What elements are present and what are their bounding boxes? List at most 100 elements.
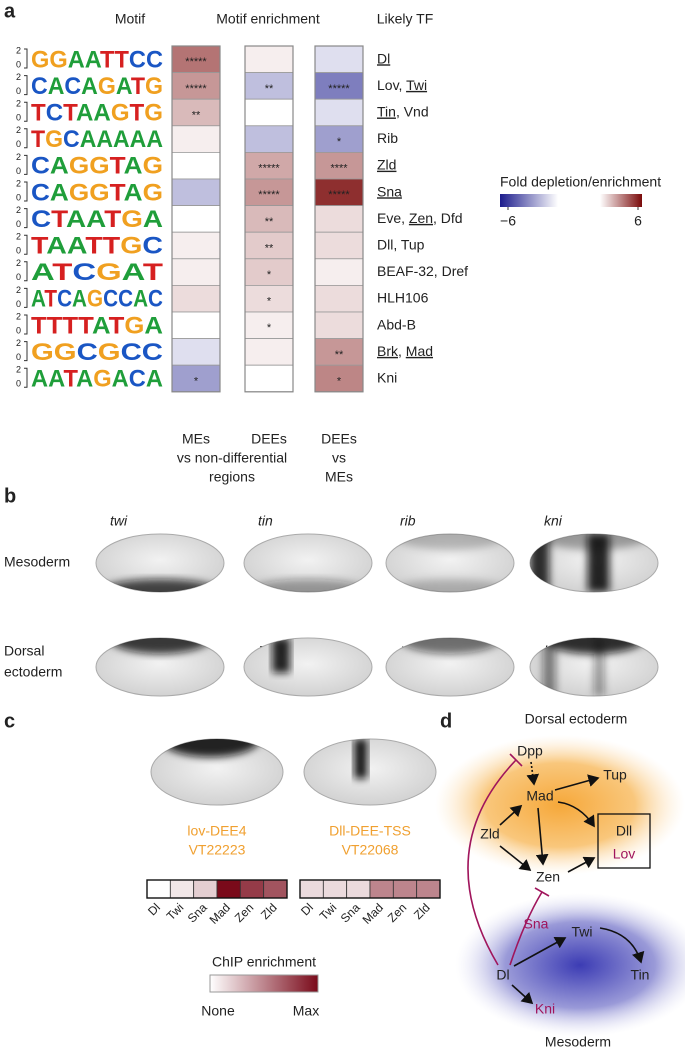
stain-blur [354, 739, 368, 779]
tf-name: , [398, 343, 406, 359]
likely-tf: Tin, Vnd [377, 103, 429, 119]
chip-frame [299, 879, 441, 899]
likely-tf: Kni [377, 369, 397, 385]
chip-factor: Sna [185, 900, 210, 925]
row-label: Dorsal [4, 643, 44, 659]
embryo-image [385, 637, 515, 697]
heatmap-cell [314, 45, 364, 74]
stain-blur [160, 739, 260, 758]
logo-bracket [24, 181, 28, 202]
construct-name: Dll-DEE-TSS [329, 823, 411, 839]
logo-tick: 0 [16, 86, 21, 96]
logo-bracket [24, 261, 28, 282]
likely-tf: Dl [377, 50, 390, 66]
legend-label: None [201, 1003, 235, 1019]
legend-label: Max [293, 1003, 319, 1019]
tf-name: Twi [406, 77, 427, 93]
logo-tick: 0 [16, 352, 21, 362]
gene-node: Dl [496, 967, 509, 983]
logo-bracket [24, 208, 28, 229]
column-label: DEEs [251, 431, 287, 447]
gene-node: Zen [536, 869, 560, 885]
stain [530, 534, 550, 592]
stain [160, 739, 260, 758]
embryo-image [150, 738, 284, 806]
chip-cell [263, 879, 288, 899]
heatmap-cell [171, 178, 221, 207]
significance: **** [330, 163, 348, 175]
logo-bracket [24, 234, 28, 255]
logo-tick: 2 [16, 205, 21, 215]
heatmap-cell [244, 125, 294, 153]
likely-tf: Abd-B [377, 316, 416, 332]
legend-title: ChIP enrichment [212, 954, 316, 970]
heatmap-cell [171, 258, 221, 286]
region-label: Mesoderm [545, 1034, 611, 1050]
gene-node: Dpp [517, 743, 543, 759]
motif-logo: CACAGATG [31, 73, 163, 100]
chip-cell [146, 879, 171, 899]
logo-bracket [24, 154, 28, 175]
chip-factor: Zen [385, 900, 410, 925]
chip-cell [299, 879, 324, 899]
significance: ***** [328, 83, 350, 95]
stain-blur [247, 578, 369, 592]
gene-node: Zld [480, 826, 499, 842]
stain [542, 638, 556, 696]
gene-label: rib [400, 513, 416, 529]
tf-name: Rib [377, 130, 398, 146]
column-note: vs non-differential [177, 450, 287, 466]
logo-tick: 2 [16, 125, 21, 135]
logo-tick: 0 [16, 166, 21, 176]
stain [354, 739, 368, 779]
motif-logo: AATAGACA [31, 366, 163, 393]
chip-factor: Zld [411, 900, 433, 922]
gene-node: Lov [613, 846, 636, 862]
panel-label: d [440, 710, 452, 732]
construct-name: VT22068 [342, 842, 399, 858]
motif-logo: ATCAGCCAC [31, 286, 163, 313]
logo-bracket [24, 314, 28, 335]
tf-name: Lov, [377, 77, 406, 93]
chip-factor: Mad [207, 900, 233, 926]
stain-blur [272, 638, 291, 673]
embryo-image [529, 637, 659, 697]
column-header: Motif enrichment [216, 11, 320, 27]
diagram [435, 735, 685, 1037]
motif-logo: TGCAAAAA [31, 126, 163, 153]
chip-cell [169, 879, 195, 899]
likely-tf: Zld [377, 156, 396, 172]
stain [542, 638, 646, 654]
heatmap-cell [171, 311, 221, 340]
legend-bar [600, 194, 642, 207]
column-frame [244, 45, 294, 393]
tf-name: Sna [377, 183, 402, 199]
gene-node: Kni [535, 1001, 555, 1017]
logo-tick: 2 [16, 285, 21, 295]
logo-tick: 0 [16, 299, 21, 309]
row-label: Mesoderm [4, 554, 70, 570]
logo-tick: 2 [16, 178, 21, 188]
logo-bracket [24, 128, 28, 149]
logo-tick: 2 [16, 338, 21, 348]
tf-name: Brk [377, 343, 399, 359]
legend-title: Fold depletion/enrichment [500, 174, 661, 190]
heatmap-cell [244, 284, 294, 313]
significance: ***** [258, 189, 280, 201]
tf-name: Zen [409, 210, 433, 226]
significance: * [267, 269, 272, 281]
logo-tick: 2 [16, 258, 21, 268]
tf-name: Dll, Tup [377, 236, 425, 252]
chip-factor: Dl [145, 900, 163, 918]
likely-tf: Eve, Zen, Dfd [377, 210, 463, 226]
legend-bar [209, 974, 319, 993]
chip-cell [193, 879, 218, 899]
significance: * [337, 136, 342, 148]
stain-blur [389, 534, 511, 592]
stain-blur [398, 638, 502, 654]
stain [272, 638, 291, 673]
logo-bracket [24, 75, 28, 96]
stain [392, 534, 508, 550]
